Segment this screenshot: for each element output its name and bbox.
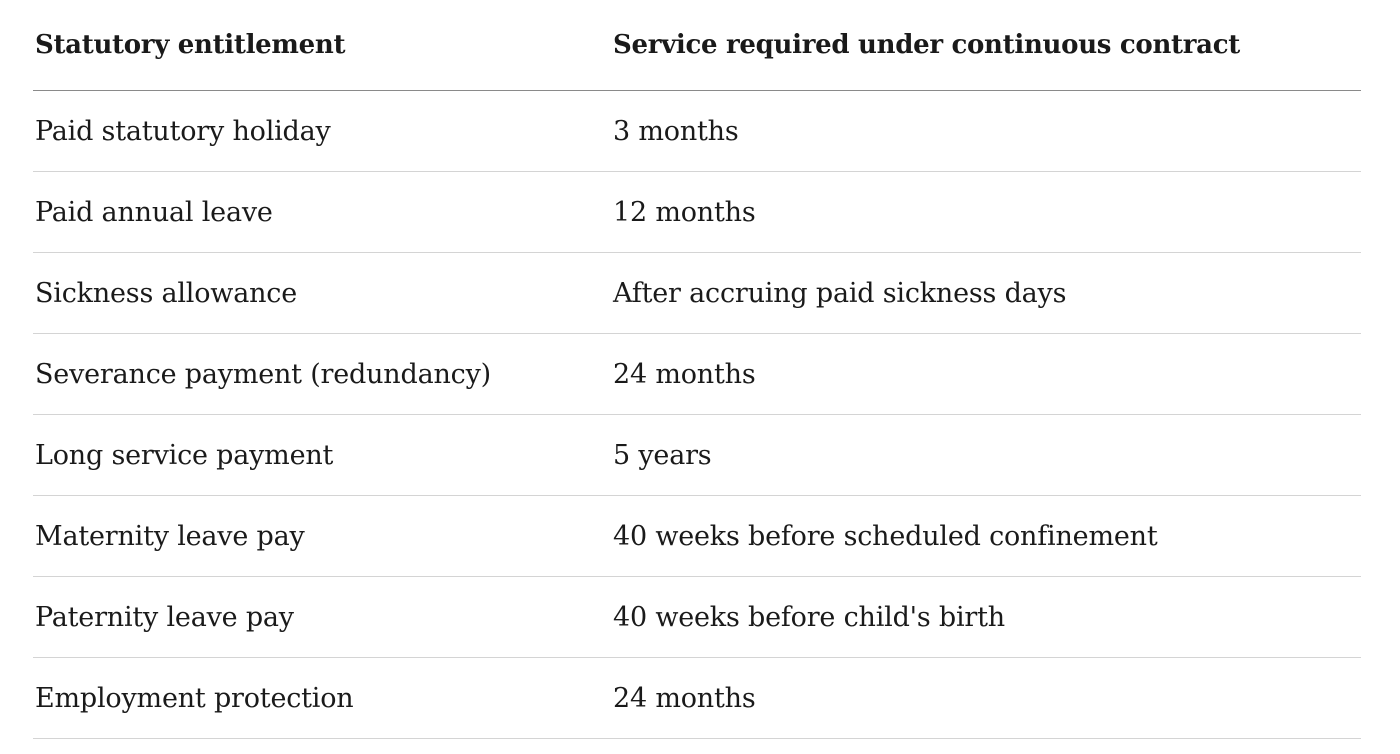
table-row: Long service payment 5 years bbox=[33, 414, 1361, 496]
table-row: Sickness allowance After accruing paid s… bbox=[33, 252, 1361, 334]
service-required-cell: 5 years bbox=[611, 414, 1361, 496]
entitlement-cell: Paid statutory holiday bbox=[33, 90, 611, 172]
service-required-cell: 40 weeks before scheduled confinement bbox=[611, 495, 1361, 577]
header-statutory-entitlement: Statutory entitlement bbox=[33, 0, 611, 91]
entitlement-cell: Severance payment (redundancy) bbox=[33, 333, 611, 415]
service-required-cell: 24 months bbox=[611, 657, 1361, 739]
entitlement-table: Statutory entitlement Service required u… bbox=[33, 0, 1361, 739]
service-required-cell: 12 months bbox=[611, 171, 1361, 253]
service-required-cell: 40 weeks before child's birth bbox=[611, 576, 1361, 658]
entitlement-cell: Long service payment bbox=[33, 414, 611, 496]
table-row: Paternity leave pay 40 weeks before chil… bbox=[33, 576, 1361, 658]
table-row: Paid annual leave 12 months bbox=[33, 171, 1361, 253]
service-required-cell: 3 months bbox=[611, 90, 1361, 172]
entitlement-cell: Employment protection bbox=[33, 657, 611, 739]
entitlement-table-container: Statutory entitlement Service required u… bbox=[33, 0, 1361, 739]
service-required-cell: After accruing paid sickness days bbox=[611, 252, 1361, 334]
entitlement-cell: Maternity leave pay bbox=[33, 495, 611, 577]
table-row: Severance payment (redundancy) 24 months bbox=[33, 333, 1361, 415]
table-row: Paid statutory holiday 3 months bbox=[33, 90, 1361, 172]
table-row: Maternity leave pay 40 weeks before sche… bbox=[33, 495, 1361, 577]
table-header-row: Statutory entitlement Service required u… bbox=[33, 0, 1361, 91]
entitlement-cell: Paternity leave pay bbox=[33, 576, 611, 658]
entitlement-cell: Paid annual leave bbox=[33, 171, 611, 253]
entitlement-cell: Sickness allowance bbox=[33, 252, 611, 334]
header-service-required: Service required under continuous contra… bbox=[611, 0, 1361, 91]
service-required-cell: 24 months bbox=[611, 333, 1361, 415]
table-row: Employment protection 24 months bbox=[33, 657, 1361, 739]
